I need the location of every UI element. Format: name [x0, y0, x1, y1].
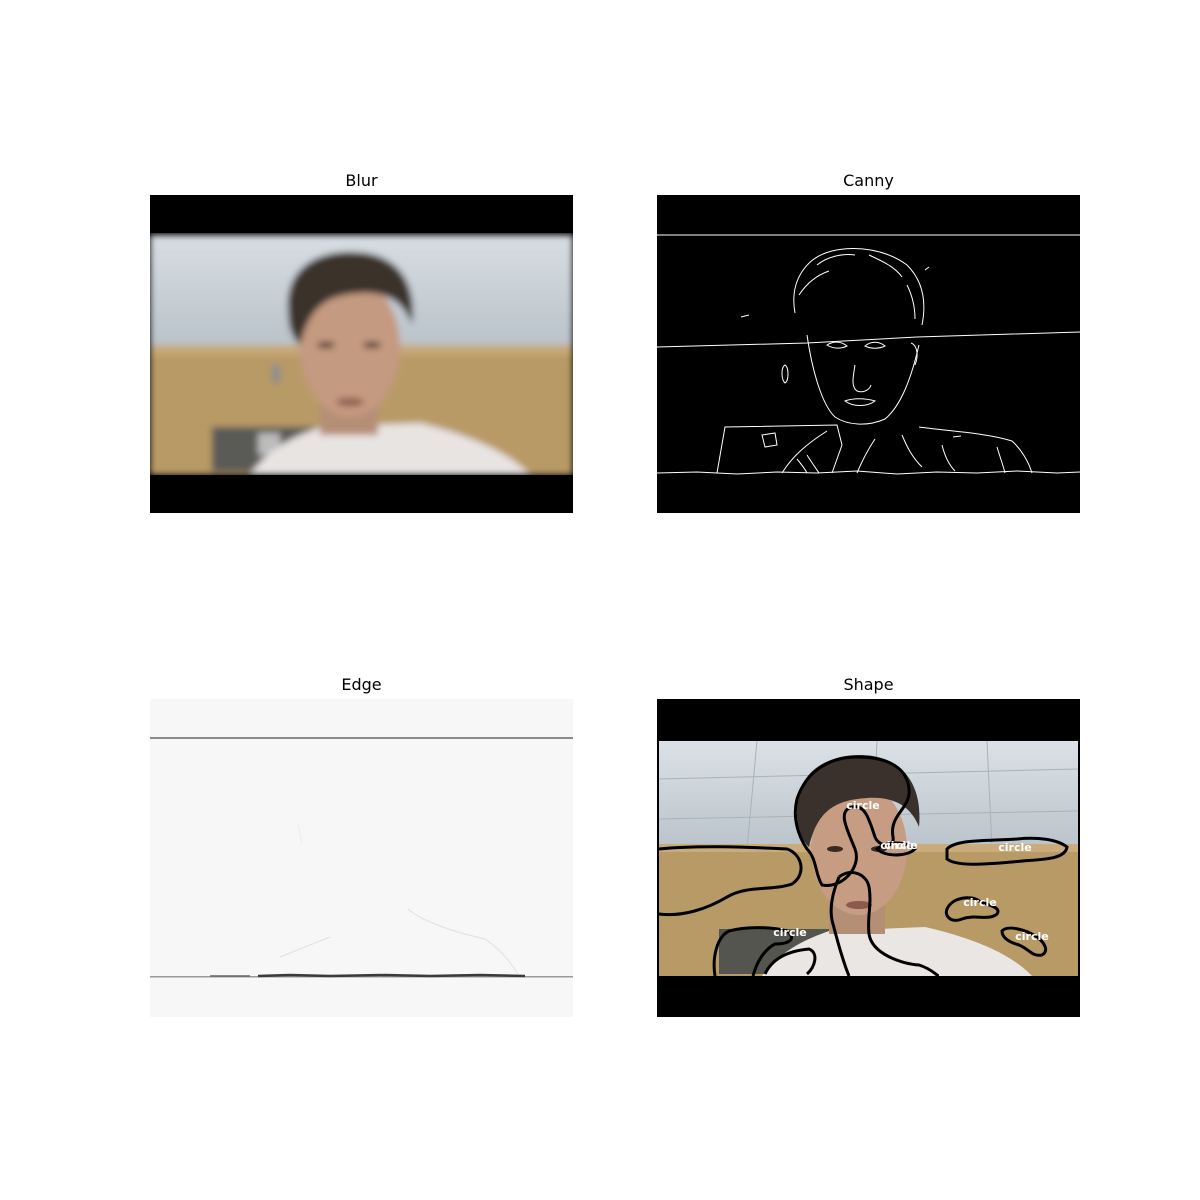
panel-shape: circle circle circle circle circle circl… — [657, 699, 1080, 1017]
edge-background — [150, 699, 573, 1017]
panel-canny — [657, 195, 1080, 513]
shape-contours — [658, 755, 1069, 978]
shape-labels: circle circle circle circle circle circl… — [773, 799, 1048, 943]
shape-label: circle — [998, 841, 1031, 854]
shape-label: circle — [963, 896, 996, 909]
shape-label: circle — [846, 799, 879, 812]
blurred-scene — [150, 235, 573, 475]
canny-image — [657, 195, 1080, 513]
edge-image — [150, 699, 573, 1017]
panel-title-shape: Shape — [843, 675, 894, 694]
shape-label: circle — [1015, 930, 1048, 943]
canny-edges — [657, 234, 1080, 475]
panel-title-blur: Blur — [345, 171, 378, 190]
blur-image — [150, 195, 573, 513]
panel-title-canny: Canny — [843, 171, 894, 190]
edge-lines — [150, 737, 573, 978]
shape-image: circle circle circle circle circle circl… — [657, 699, 1080, 1017]
panel-blur — [150, 195, 573, 513]
shape-label: circle — [884, 839, 917, 852]
shape-label: circle — [880, 839, 913, 852]
panel-title-edge: Edge — [341, 675, 382, 694]
panel-edge — [150, 699, 573, 1017]
canny-background — [657, 195, 1080, 513]
shape-label: circle — [773, 926, 806, 939]
